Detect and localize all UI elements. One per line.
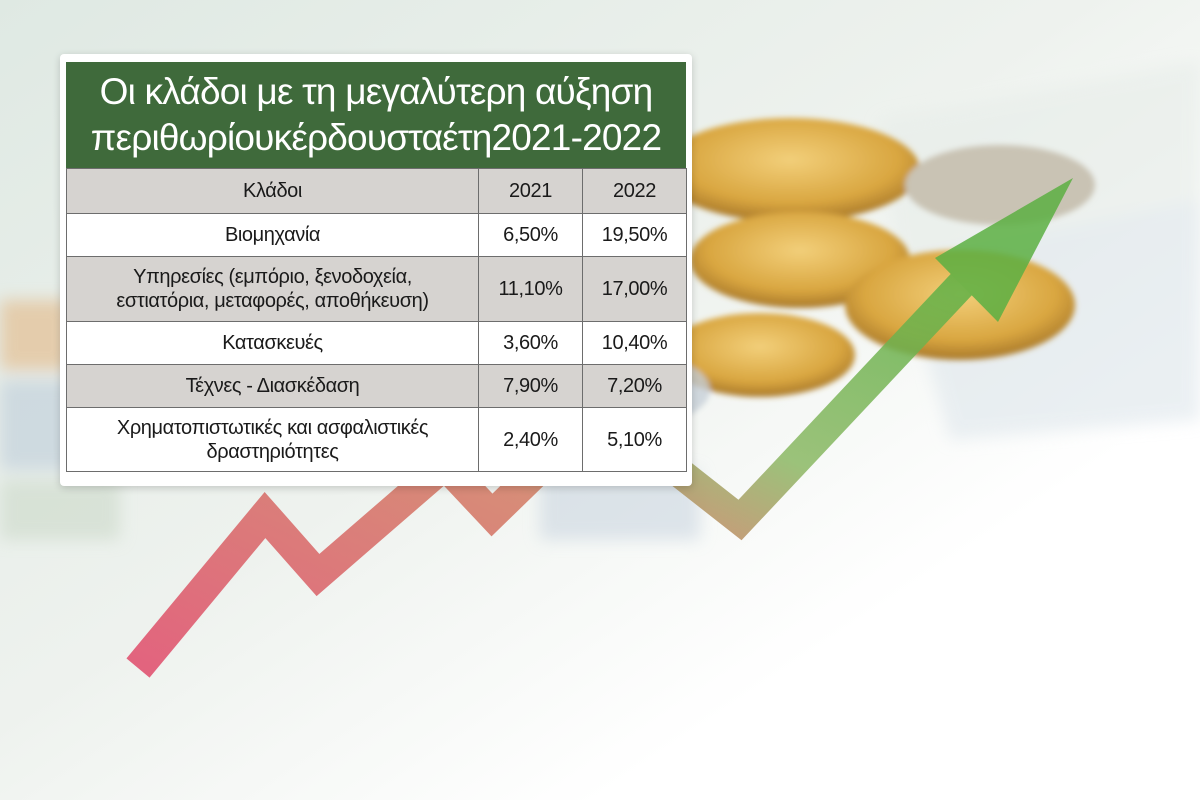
data-table: Κλάδοι 2021 2022 Βιομηχανία 6,50% 19,50%… xyxy=(66,168,687,472)
sector-cell: Τέχνες - Διασκέδαση xyxy=(66,364,479,408)
sector-line: δραστηριότητες xyxy=(206,440,339,463)
sector-cell: Βιομηχανία xyxy=(66,213,479,257)
value-2021: 6,50% xyxy=(478,213,583,257)
value-2021: 7,90% xyxy=(478,364,583,408)
header-2022: 2022 xyxy=(582,168,687,214)
table-row: Κατασκευές 3,60% 10,40% xyxy=(66,321,687,365)
value-2022: 10,40% xyxy=(582,321,687,365)
sector-cell: Υπηρεσίες (εμπόριο, ξενοδοχεία, εστιατόρ… xyxy=(66,256,479,322)
sector-line: εστιατόρια, μεταφορές, αποθήκευση) xyxy=(116,290,429,312)
title-line-2: περιθωρίουκέρδουσταέτη2021-2022 xyxy=(90,117,662,158)
value-2021: 11,10% xyxy=(478,256,583,322)
table-row: Χρηματοπιστωτικές και ασφαλιστικές δραστ… xyxy=(66,407,687,472)
sector-line: Κατασκευές xyxy=(222,332,323,354)
table-title: Οι κλάδοι με τη μεγαλύτερη αύξηση περιθω… xyxy=(66,62,686,168)
value-2022: 17,00% xyxy=(582,256,687,322)
value-2021: 2,40% xyxy=(478,407,583,472)
value-2022: 5,10% xyxy=(582,407,687,472)
header-row: Κλάδοι 2021 2022 xyxy=(66,168,687,214)
sector-line: Χρηματοπιστωτικές και ασφαλιστικές xyxy=(116,416,429,439)
sector-cell: Χρηματοπιστωτικές και ασφαλιστικές δραστ… xyxy=(66,407,479,472)
sector-line: Τέχνες - Διασκέδαση xyxy=(185,375,360,397)
rising-arrow xyxy=(126,178,1073,678)
table-row: Τέχνες - Διασκέδαση 7,90% 7,20% xyxy=(66,364,687,408)
header-sector: Κλάδοι xyxy=(66,168,479,214)
sector-line: Βιομηχανία xyxy=(224,224,321,246)
header-2021: 2021 xyxy=(478,168,583,214)
value-2021: 3,60% xyxy=(478,321,583,365)
table-row: Βιομηχανία 6,50% 19,50% xyxy=(66,213,687,257)
sector-cell: Κατασκευές xyxy=(66,321,479,365)
table-row: Υπηρεσίες (εμπόριο, ξενοδοχεία, εστιατόρ… xyxy=(66,256,687,322)
value-2022: 19,50% xyxy=(582,213,687,257)
value-2022: 7,20% xyxy=(582,364,687,408)
sector-line: Υπηρεσίες (εμπόριο, ξενοδοχεία, xyxy=(133,266,412,288)
title-line-1: Οι κλάδοι με τη μεγαλύτερη αύξηση xyxy=(99,71,654,112)
